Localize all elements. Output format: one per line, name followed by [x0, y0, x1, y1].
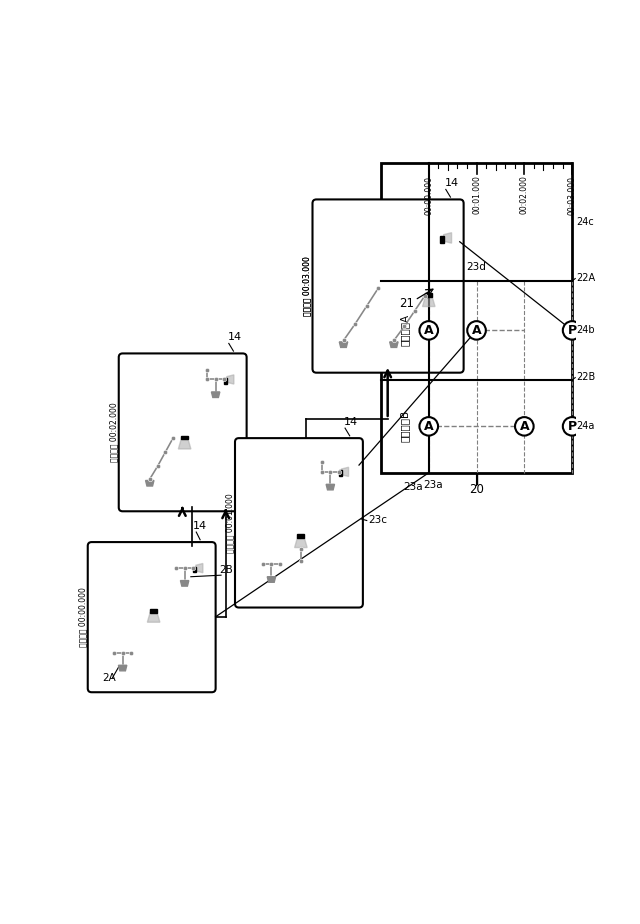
- Polygon shape: [326, 484, 335, 490]
- Circle shape: [515, 417, 534, 435]
- Text: 経過時間 00:03.000: 経過時間 00:03.000: [303, 256, 312, 316]
- Polygon shape: [339, 342, 348, 347]
- Text: 2B: 2B: [219, 565, 232, 575]
- Polygon shape: [268, 577, 276, 582]
- FancyBboxPatch shape: [88, 542, 216, 692]
- Text: 経過時間 00:02.000: 経過時間 00:02.000: [109, 403, 118, 462]
- Text: 24c: 24c: [576, 217, 594, 227]
- Text: 00:01.000: 00:01.000: [472, 176, 481, 214]
- Polygon shape: [211, 392, 220, 397]
- Bar: [339, 470, 342, 476]
- Circle shape: [419, 417, 438, 435]
- Polygon shape: [227, 375, 234, 384]
- Circle shape: [467, 322, 486, 340]
- Text: P: P: [568, 324, 577, 337]
- Polygon shape: [180, 580, 189, 586]
- Bar: [150, 609, 157, 613]
- Polygon shape: [118, 665, 127, 671]
- Text: 00:02.000: 00:02.000: [520, 176, 529, 214]
- Text: 23a: 23a: [403, 481, 423, 492]
- Text: 22A: 22A: [576, 273, 595, 283]
- Text: 20: 20: [469, 483, 484, 496]
- Text: 23d: 23d: [466, 262, 486, 273]
- Circle shape: [563, 417, 581, 435]
- Bar: [181, 436, 188, 439]
- Polygon shape: [196, 564, 203, 573]
- Text: 14: 14: [344, 417, 358, 427]
- Polygon shape: [390, 342, 398, 347]
- Text: 24a: 24a: [576, 421, 595, 432]
- Text: 23a: 23a: [423, 480, 442, 490]
- Polygon shape: [145, 480, 154, 486]
- Polygon shape: [444, 233, 452, 243]
- Text: 14: 14: [193, 521, 207, 531]
- FancyBboxPatch shape: [312, 200, 463, 372]
- Text: 00:00.000: 00:00.000: [424, 176, 433, 214]
- FancyBboxPatch shape: [119, 354, 246, 511]
- Text: A: A: [424, 324, 433, 337]
- Text: 23c: 23c: [368, 515, 387, 525]
- Bar: [425, 294, 432, 297]
- Polygon shape: [147, 613, 160, 622]
- Bar: [440, 237, 444, 243]
- Text: 00:03.000: 00:03.000: [568, 176, 577, 214]
- Text: 24b: 24b: [576, 325, 595, 335]
- Bar: [381, 164, 572, 473]
- Text: 経過時間 00:01.000: 経過時間 00:01.000: [225, 493, 234, 553]
- Bar: [193, 566, 196, 573]
- Text: 2A: 2A: [102, 673, 116, 683]
- Polygon shape: [294, 538, 307, 548]
- Text: ロボットA: ロボットA: [400, 314, 410, 346]
- Text: 14: 14: [445, 178, 459, 188]
- Text: ロボットB: ロボットB: [400, 410, 410, 443]
- Bar: [224, 378, 227, 383]
- Text: 経過時間 00:03.000: 経過時間 00:03.000: [303, 256, 312, 316]
- Text: 経過時間 00:00.000: 経過時間 00:00.000: [78, 588, 87, 647]
- Polygon shape: [422, 297, 435, 307]
- Text: 22B: 22B: [576, 371, 595, 382]
- Text: A: A: [472, 324, 481, 337]
- Bar: [298, 534, 305, 538]
- FancyBboxPatch shape: [235, 438, 363, 608]
- Text: 14: 14: [228, 333, 242, 342]
- Text: A: A: [520, 419, 529, 432]
- Polygon shape: [342, 468, 349, 477]
- Circle shape: [563, 322, 581, 340]
- Polygon shape: [179, 439, 191, 449]
- Text: A: A: [424, 419, 433, 432]
- Text: P: P: [568, 419, 577, 432]
- Text: 21: 21: [399, 298, 415, 310]
- Circle shape: [419, 322, 438, 340]
